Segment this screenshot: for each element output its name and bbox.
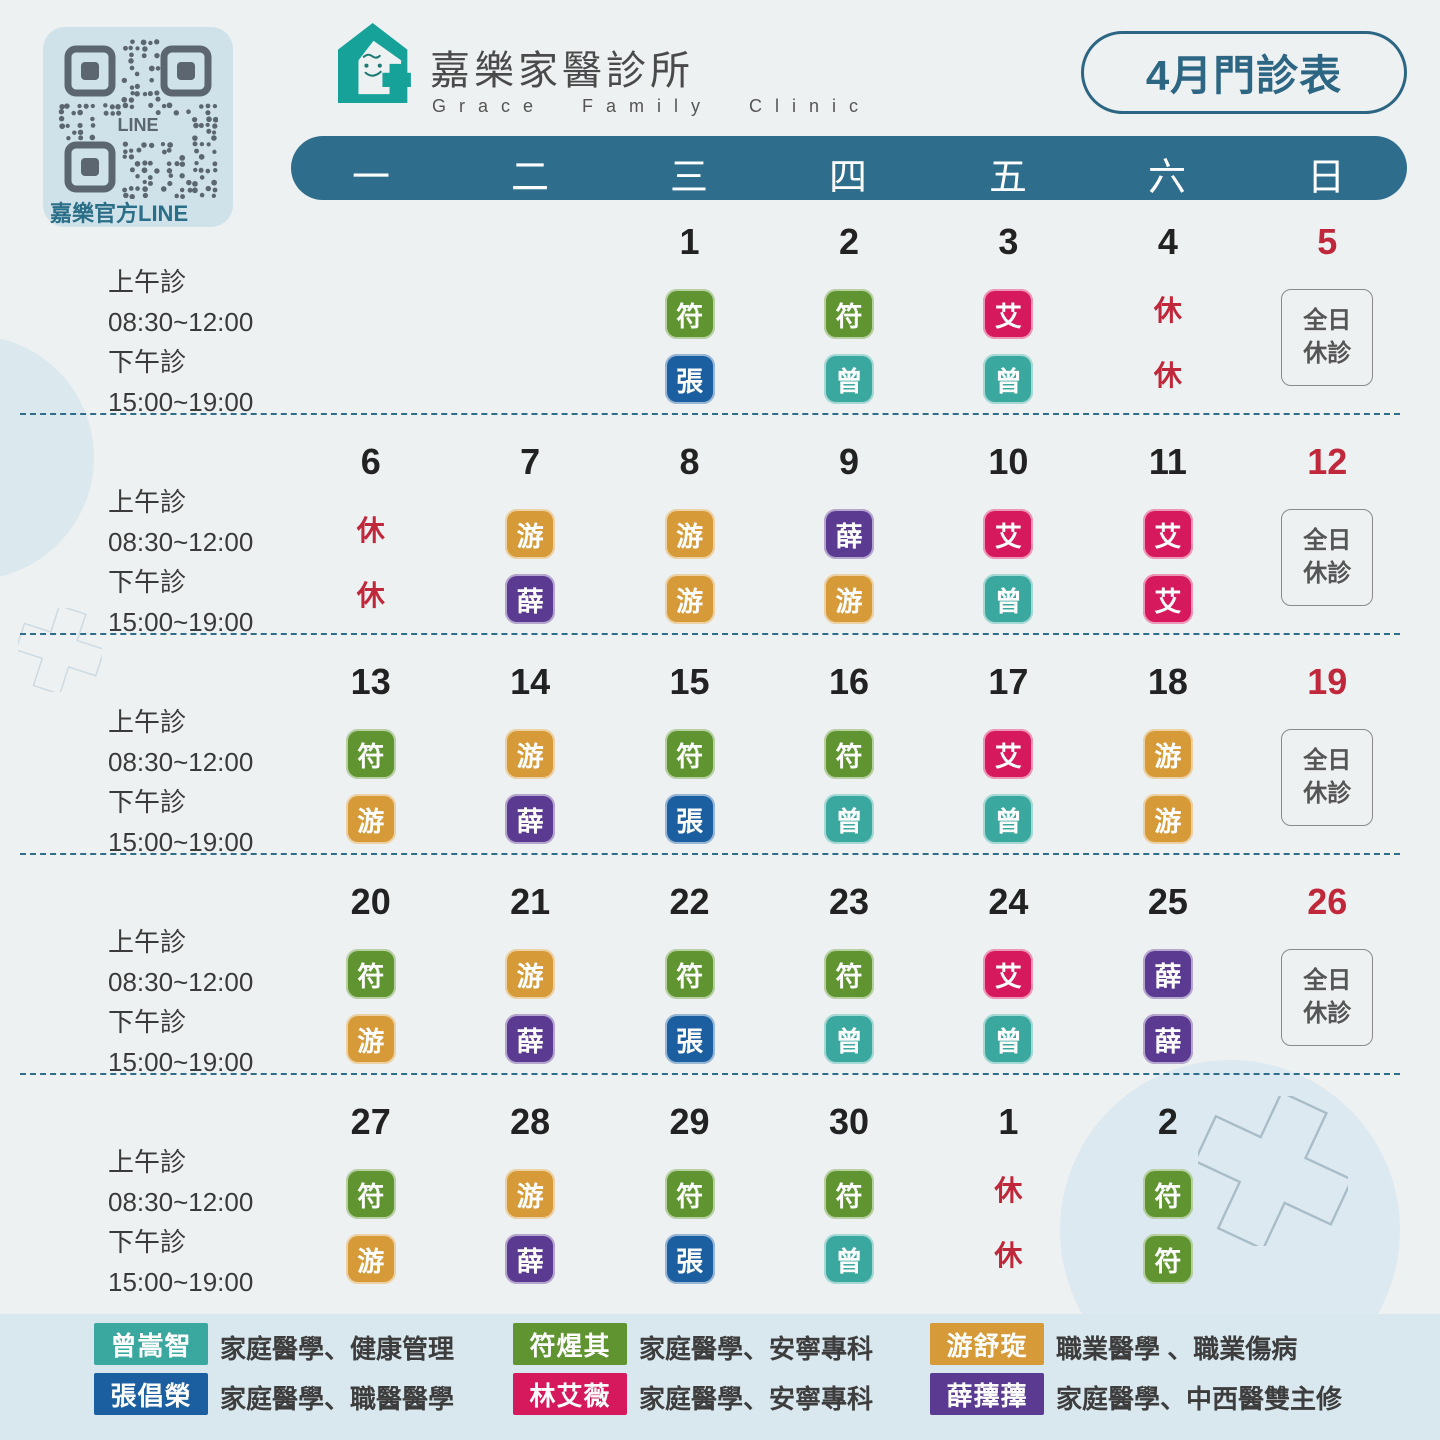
svg-text:LINE: LINE <box>117 115 158 135</box>
